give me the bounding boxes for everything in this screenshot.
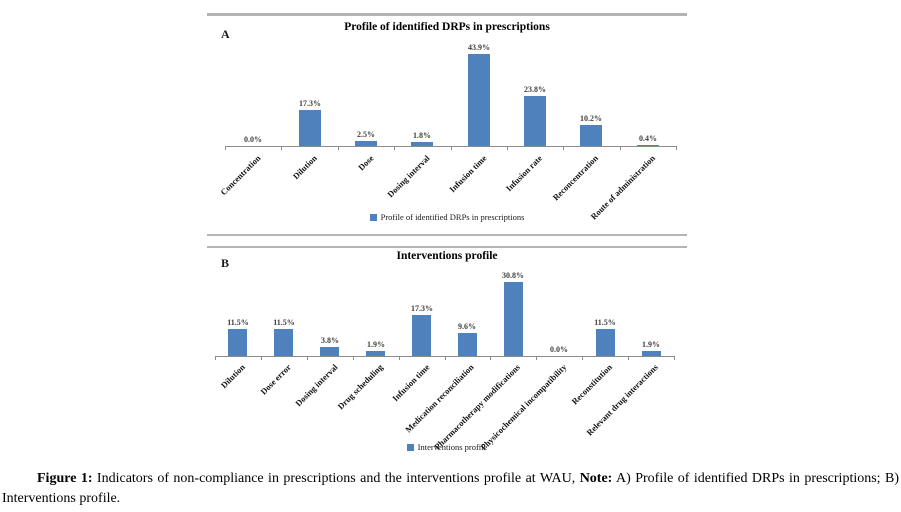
category-label: Reconcentration — [550, 153, 601, 203]
separator-rule-middle-1 — [207, 234, 687, 236]
caption-segment: Note: — [579, 471, 613, 486]
axis-tick — [620, 146, 621, 150]
axis-tick — [445, 356, 446, 360]
bar-value-label: 1.8% — [413, 131, 431, 140]
bar-value-label: 17.3% — [411, 304, 433, 313]
category-label: Infusion time — [446, 153, 489, 195]
bar — [412, 315, 431, 356]
axis-tick — [261, 356, 262, 360]
category-label: Infusion time — [389, 362, 432, 404]
panel-b-letter: B — [221, 256, 230, 270]
panel-b-category-labels: Dilution Dose error Dosing interval Drug sc… — [215, 359, 674, 452]
axis-tick — [674, 356, 675, 360]
bar-value-label: 11.5% — [227, 318, 249, 327]
bar — [637, 145, 659, 146]
bar — [504, 282, 523, 356]
bar — [642, 351, 661, 356]
panel-b-legend-label: Interventions profile — [417, 442, 488, 452]
bar-value-label: 0.0% — [244, 135, 262, 144]
bar — [458, 333, 477, 356]
axis-tick — [394, 146, 395, 150]
legend-marker-icon — [406, 443, 414, 451]
bar-value-label: 23.8% — [524, 85, 546, 94]
category-label: Concentration — [217, 153, 263, 198]
panel-a-letter: A — [221, 27, 230, 41]
panel-a-legend: Profile of identified DRPs in prescripti… — [207, 212, 687, 222]
category-label: Dosing interval — [292, 362, 340, 409]
bar — [411, 142, 433, 146]
caption-segment: Figure 1: — [37, 471, 93, 486]
category-label: Dilution — [218, 362, 248, 391]
axis-tick — [628, 356, 629, 360]
category-label: Dosing interval — [384, 153, 432, 200]
caption-segment: A) Profile of identified DRPs in prescri… — [2, 471, 899, 506]
category-label: Drug scheduling — [335, 362, 386, 412]
panel-a: A Profile of identified DRPs in prescrip… — [207, 16, 687, 234]
figure-caption: Figure 1: Indicators of non-compliance i… — [2, 469, 899, 509]
bar — [320, 347, 339, 356]
bar — [366, 351, 385, 356]
axis-tick — [338, 146, 339, 150]
panel-b: B Interventions profile 11.5% 11.5% 3.8% 1.… — [207, 248, 687, 460]
bar-value-label: 17.3% — [299, 99, 321, 108]
bar-value-label: 9.6% — [458, 322, 476, 331]
axis-tick — [353, 356, 354, 360]
axis-tick — [451, 146, 452, 150]
bar — [228, 329, 247, 356]
category-label: Dilution — [290, 153, 320, 182]
panel-b-chart-title: Interventions profile — [396, 250, 498, 262]
separator-rule-top — [207, 13, 687, 16]
bar — [274, 329, 293, 356]
bar — [524, 96, 546, 146]
axis-tick — [307, 356, 308, 360]
axis-tick — [399, 356, 400, 360]
bar — [299, 110, 321, 146]
panel-a-chart-title: Profile of identified DRPs in prescripti… — [344, 21, 550, 33]
bar — [355, 141, 377, 146]
axis-tick — [676, 146, 677, 150]
axis-tick — [582, 356, 583, 360]
bar — [580, 125, 602, 146]
axis-tick — [215, 356, 216, 360]
panel-b-legend: Interventions profile — [207, 442, 687, 452]
axis-tick — [225, 146, 226, 150]
bar-value-label: 43.9% — [468, 43, 490, 52]
category-label: Physicochemical incompatibility — [478, 362, 569, 453]
panel-a-legend-label: Profile of identified DRPs in prescripti… — [380, 212, 525, 222]
bar-value-label: 3.8% — [321, 336, 339, 345]
panel-a-category-labels: Concentration Dilution Dose Dosing interval… — [218, 150, 676, 222]
category-label: Reconstitution — [569, 362, 615, 407]
caption-segment: Indicators of non-compliance in prescrip… — [92, 471, 580, 486]
category-label: Dose error — [258, 362, 294, 397]
axis-tick — [536, 356, 537, 360]
bar-value-label: 1.9% — [642, 340, 660, 349]
bar-value-label: 2.5% — [357, 130, 375, 139]
bar — [596, 329, 615, 356]
bar-value-label: 0.4% — [639, 134, 657, 143]
bar-value-label: 11.5% — [273, 318, 295, 327]
category-label: Pharmacotherapy modifications — [432, 362, 523, 452]
bar-value-label: 30.8% — [502, 271, 524, 280]
panel-b-plot-area: 11.5% 11.5% 3.8% 1.9% 17.3% 9.6% 30.8% 0.0% 11.5… — [215, 271, 675, 360]
bar-value-label: 11.5% — [594, 318, 616, 327]
separator-rule-middle-2 — [207, 246, 687, 248]
category-label: Infusion rate — [503, 153, 545, 194]
axis-tick — [563, 146, 564, 150]
axis-tick — [281, 146, 282, 150]
bar-value-label: 0.0% — [550, 345, 568, 354]
axis-tick — [507, 146, 508, 150]
bar — [468, 54, 490, 146]
panel-a-plot-area: 0.0% 17.3% 2.5% 1.8% 43.9% 23.8% 10.2% 0.4% — [225, 43, 677, 150]
bar-value-label: 1.9% — [367, 340, 385, 349]
legend-marker-icon — [369, 213, 377, 221]
bar-value-label: 10.2% — [580, 114, 602, 123]
axis-tick — [490, 356, 491, 360]
category-label: Dose — [355, 153, 376, 173]
